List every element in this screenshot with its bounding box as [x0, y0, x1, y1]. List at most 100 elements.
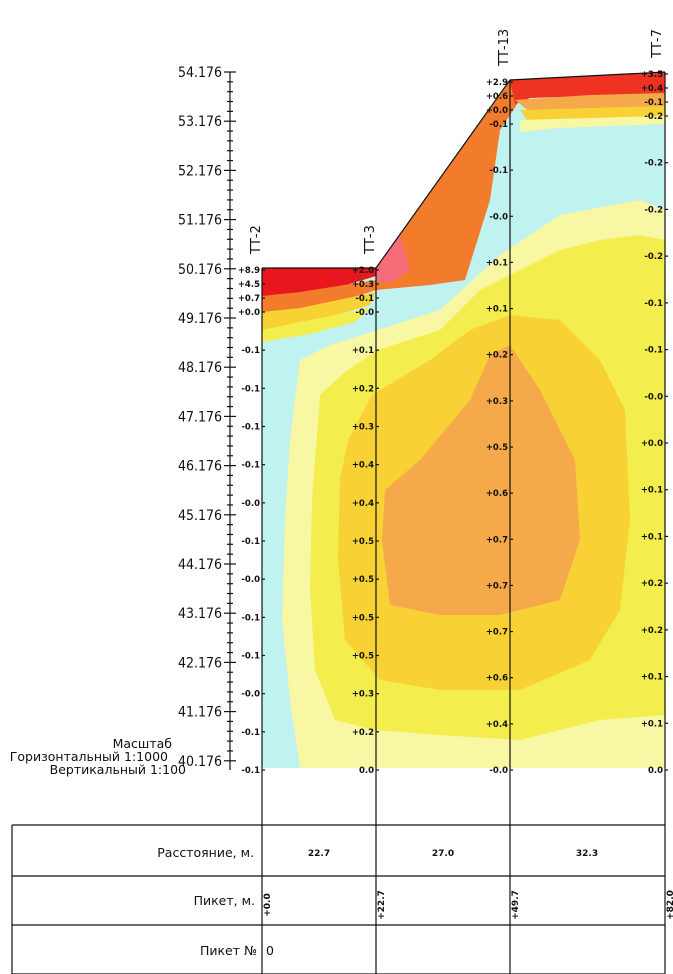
temperature-value: +8.9 — [238, 266, 260, 276]
temperature-value: +0.1 — [641, 673, 663, 683]
temperature-value: +0.2 — [352, 384, 374, 394]
elevation-label: 40.176 — [178, 754, 222, 770]
elevation-label: 44.176 — [178, 557, 222, 573]
temperature-value: -0.1 — [644, 98, 663, 108]
temperature-value: +0.5 — [352, 537, 374, 547]
surface-orange-zone — [376, 80, 520, 290]
temperature-value: +0.4 — [352, 499, 374, 509]
temperature-value: -0.2 — [644, 205, 663, 215]
borehole-labels: ТТ-2 ТТ-3 ТТ-13 ТТ-7 — [249, 29, 665, 255]
temperature-value: +0.3 — [352, 423, 374, 433]
elevation-label: 45.176 — [178, 508, 222, 524]
scale-horizontal: Горизонтальный 1:1000 — [10, 749, 168, 764]
temperature-value: +3.5 — [641, 70, 663, 80]
temperature-value: +0.0 — [641, 439, 663, 449]
elevation-label: 48.176 — [178, 360, 222, 376]
borehole-name: ТТ-7 — [650, 29, 665, 59]
temperature-value: -0.1 — [241, 384, 260, 394]
picket-value: +22.7 — [377, 890, 387, 920]
temperature-value: +0.2 — [486, 351, 508, 361]
temperature-value: +0.1 — [352, 346, 374, 356]
tt2-orange-band — [262, 280, 376, 314]
temperature-value: +0.3 — [486, 397, 508, 407]
borehole-name: ТТ-3 — [363, 225, 378, 255]
temperature-value: -0.1 — [241, 537, 260, 547]
surface-pink-zone — [376, 235, 410, 282]
distance-row-label: Расстояние, м. — [157, 845, 254, 860]
temperature-value: -0.1 — [241, 652, 260, 662]
temperature-value: +0.7 — [486, 535, 508, 545]
temperature-value: -0.1 — [644, 299, 663, 309]
temperature-value: -0.1 — [241, 613, 260, 623]
temperature-value: +4.5 — [238, 280, 260, 290]
tt2-yellow-band — [262, 308, 370, 342]
temperature-value: -0.1 — [644, 346, 663, 356]
temperature-value: -0.0 — [355, 308, 374, 318]
elevation-label: 42.176 — [178, 655, 222, 671]
temperature-value: -0.0 — [241, 575, 260, 585]
orange-zone — [382, 345, 580, 615]
temperature-value: +0.7 — [486, 581, 508, 591]
tt2-gold-band — [262, 292, 376, 332]
borehole-name: ТТ-2 — [249, 225, 264, 255]
right-surface-paleyellow — [520, 116, 665, 132]
scale-title: Масштаб — [113, 736, 173, 751]
temperature-value: +2.0 — [352, 266, 374, 276]
picket-value: +82.0 — [666, 890, 673, 920]
temperature-value: +0.5 — [352, 613, 374, 623]
distance-value-2: 27.0 — [432, 849, 454, 859]
temperature-value: +0.1 — [641, 486, 663, 496]
elevation-label: 54.176 — [178, 65, 222, 81]
picket-no-value: 0 — [266, 943, 274, 958]
temperature-value: +2.9 — [486, 78, 508, 88]
temperature-value: +0.5 — [486, 443, 508, 453]
temperature-values: +8.9 +4.5 +0.7 +0.0 -0.1 -0.1 -0.1 -0.1 -0.0 -0.1… — [238, 70, 668, 776]
temperature-value: +0.1 — [486, 305, 508, 315]
temperature-value: -0.2 — [644, 112, 663, 122]
temperature-value: +0.7 — [238, 294, 260, 304]
temperature-value: -0.1 — [241, 423, 260, 433]
temperature-value: -0.1 — [241, 766, 260, 776]
temperature-value: -0.1 — [355, 294, 374, 304]
temperature-value: +0.6 — [486, 489, 508, 499]
temperature-value: 0.0 — [359, 766, 374, 776]
picket-no-label: Пикет № — [200, 943, 257, 958]
scale-legend: Масштаб Горизонтальный 1:1000 Вертикальн… — [10, 736, 186, 777]
right-surface-red — [510, 72, 665, 104]
temperature-value: +0.0 — [238, 308, 260, 318]
borehole-name: ТТ-13 — [497, 29, 512, 67]
elevation-label: 47.176 — [178, 409, 222, 425]
temperature-value: +0.1 — [486, 258, 508, 268]
temperature-value: +0.2 — [641, 626, 663, 636]
elevation-label: 52.176 — [178, 163, 222, 179]
temperature-value: +0.3 — [352, 690, 374, 700]
distance-value-3: 32.3 — [576, 849, 598, 859]
temperature-value: -0.1 — [241, 728, 260, 738]
temperature-value: +0.0 — [486, 106, 508, 116]
temperature-value: -0.2 — [644, 252, 663, 262]
temperature-value: -0.1 — [241, 461, 260, 471]
temperature-value: +0.5 — [352, 652, 374, 662]
temperature-value: -0.0 — [644, 392, 663, 402]
temperature-value: +0.1 — [641, 719, 663, 729]
temperature-value: +0.6 — [486, 92, 508, 102]
temperature-value: +0.2 — [352, 728, 374, 738]
elevation-label: 51.176 — [178, 213, 222, 229]
profile-table: Расстояние, м. 22.7 27.0 32.3 Пикет, м. … — [11, 824, 673, 974]
elevation-label: 43.176 — [178, 606, 222, 622]
temperature-value: +0.4 — [486, 720, 508, 730]
temperature-value: -0.0 — [241, 499, 260, 509]
temperature-value: -0.1 — [241, 346, 260, 356]
elevation-labels: 54.176 53.176 52.176 51.176 50.176 49.176 48.1… — [178, 65, 236, 770]
elevation-label: 41.176 — [178, 705, 222, 721]
temperature-value: +0.3 — [352, 280, 374, 290]
temperature-value: +0.4 — [352, 461, 374, 471]
temperature-value: +0.7 — [486, 628, 508, 638]
scale-vertical: Вертикальный 1:100 — [50, 762, 186, 777]
temperature-value: +0.2 — [641, 579, 663, 589]
elevation-label: 49.176 — [178, 311, 222, 327]
picket-row-label: Пикет, м. — [194, 893, 255, 908]
temperature-value: -0.1 — [489, 120, 508, 130]
temperature-value: -0.0 — [489, 766, 508, 776]
